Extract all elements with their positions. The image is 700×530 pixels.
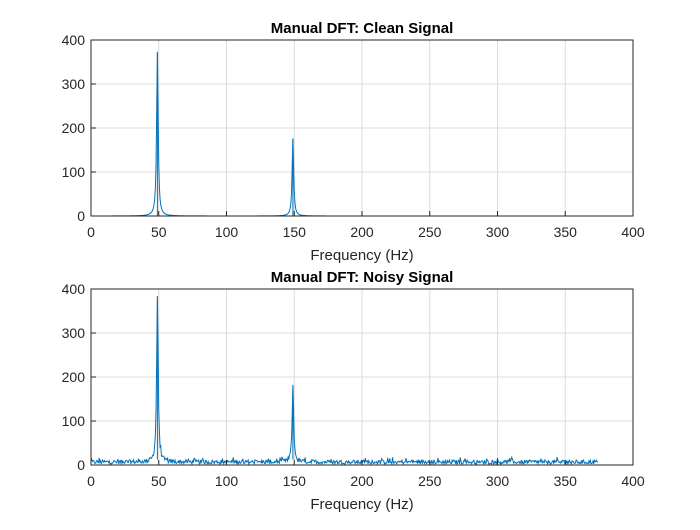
series-line-noisy (90, 295, 599, 466)
y-tick-label: 200 (62, 120, 86, 136)
x-tick-label: 100 (215, 224, 239, 240)
subplot-noisy-signal: 0 50 100 150 200 250 300 350 400 0 100 200 300 400 Ma… (62, 269, 645, 513)
chart-title: Manual DFT: Clean Signal (271, 20, 454, 37)
y-tick-label: 300 (62, 325, 86, 341)
x-tick-label: 0 (87, 473, 95, 489)
ticks: 0 50 100 150 200 250 300 350 400 0 100 200 300 400 (62, 281, 645, 489)
x-tick-label: 100 (215, 473, 239, 489)
y-tick-label: 300 (62, 76, 86, 92)
y-tick-label: 200 (62, 369, 86, 385)
x-tick-label: 200 (350, 224, 374, 240)
chart-title: Manual DFT: Noisy Signal (271, 269, 454, 286)
y-tick-label: 400 (62, 32, 86, 48)
x-tick-label: 350 (554, 473, 578, 489)
x-tick-label: 150 (283, 224, 307, 240)
x-tick-label: 200 (350, 473, 374, 489)
x-tick-label: 250 (418, 224, 442, 240)
y-tick-label: 400 (62, 281, 86, 297)
x-tick-label: 400 (621, 473, 645, 489)
ticks: 0 50 100 150 200 250 300 350 400 0 100 200 300 400 (62, 32, 645, 240)
y-tick-label: 100 (62, 164, 86, 180)
x-axis-title: Frequency (Hz) (310, 247, 413, 264)
x-tick-label: 300 (486, 224, 510, 240)
x-tick-label: 250 (418, 473, 442, 489)
y-tick-label: 0 (77, 457, 85, 473)
x-tick-label: 50 (151, 473, 167, 489)
x-tick-label: 150 (283, 473, 307, 489)
subplot-clean-signal: 0 50 100 150 200 250 300 350 400 0 100 200 300 400 Ma… (62, 20, 645, 264)
y-tick-label: 100 (62, 413, 86, 429)
y-tick-label: 0 (77, 208, 85, 224)
x-axis-title: Frequency (Hz) (310, 496, 413, 513)
x-tick-label: 400 (621, 224, 645, 240)
x-tick-label: 350 (554, 224, 578, 240)
x-tick-label: 0 (87, 224, 95, 240)
x-tick-label: 300 (486, 473, 510, 489)
x-tick-label: 50 (151, 224, 167, 240)
